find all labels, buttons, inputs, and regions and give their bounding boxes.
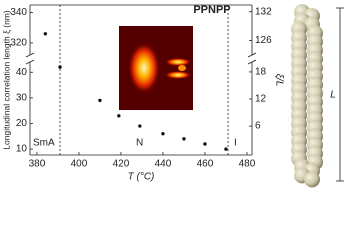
- y-axis-label: Longitudinal correlation length ξ (nm): [1, 10, 11, 150]
- x-tick-label: 440: [155, 159, 172, 170]
- data-point: [224, 147, 228, 151]
- molecule-length-label: L: [330, 90, 336, 101]
- x-axis-label: T (°C): [128, 172, 155, 183]
- y-tick-label: 320: [10, 38, 27, 49]
- page: {"chart_data": {"type": "scatter", "titl…: [1, 3, 344, 188]
- data-point: [182, 137, 186, 141]
- y2-tick-label: 132: [255, 6, 272, 17]
- x-tick-label: 480: [239, 159, 256, 170]
- data-point: [117, 114, 121, 118]
- data-point: [138, 124, 142, 128]
- y-tick-label: 20: [16, 118, 28, 129]
- data-point: [43, 32, 48, 36]
- axis-break: [247, 59, 257, 65]
- y-tick-label: 40: [16, 67, 28, 78]
- y2-tick-label: 6: [255, 121, 261, 132]
- axis-break: [25, 59, 35, 65]
- y-tick-label: 30: [16, 93, 28, 104]
- molecule: [291, 4, 323, 188]
- phase-label: I: [234, 138, 237, 149]
- figure: PPNPP T (°C) Longitudinal correlation le…: [1, 4, 344, 188]
- data-point: [98, 98, 102, 103]
- axis-break: [25, 52, 35, 58]
- atom: [304, 171, 320, 188]
- phase-label: SmA: [33, 138, 55, 149]
- x-tick-label: 420: [113, 159, 130, 170]
- x-tick-label: 380: [29, 159, 46, 170]
- y-tick-label: 10: [16, 144, 28, 155]
- diffraction-inset: [119, 26, 193, 110]
- phase-label: N: [136, 138, 143, 149]
- data-point: [203, 142, 207, 146]
- data-point: [161, 132, 165, 136]
- chart-title: PPNPP: [193, 4, 230, 16]
- axis-break: [247, 52, 257, 58]
- x-tick-label: 400: [71, 159, 88, 170]
- y2-axis-label: ξ/L: [273, 74, 284, 87]
- x-tick-label: 460: [197, 159, 214, 170]
- y2-tick-label: 18: [255, 67, 267, 78]
- y-tick-label: 340: [10, 7, 27, 18]
- y2-tick-label: 126: [255, 35, 272, 46]
- y2-tick-label: 12: [255, 94, 267, 105]
- data-point: [58, 65, 62, 69]
